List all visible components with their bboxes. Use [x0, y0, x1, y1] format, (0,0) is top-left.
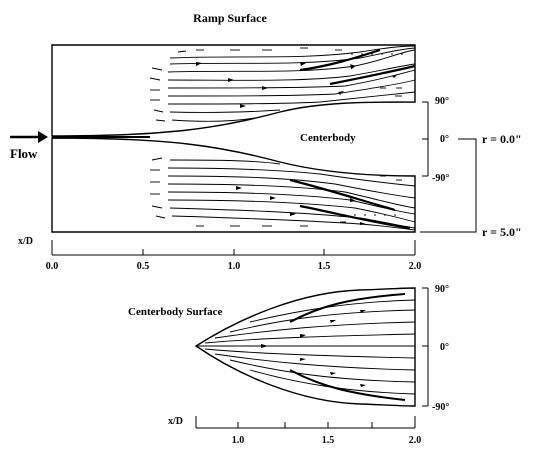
flow-label: Flow	[10, 146, 38, 161]
centerbody-surface-region	[194, 287, 416, 407]
top-xd-label: x/D	[18, 236, 33, 247]
top-tick-3: 1.5	[318, 261, 331, 272]
top-angle-90: 90°	[435, 96, 449, 107]
centerbody-surface-title: Centerbody Surface	[128, 306, 223, 318]
surface-dots	[344, 53, 403, 216]
top-tick-2: 1.0	[228, 261, 241, 272]
upper-flow-arrows	[196, 62, 398, 108]
top-xd-axis	[51, 240, 416, 256]
r-outer-label: r = 5.0"	[482, 225, 522, 239]
top-angle-0: 0°	[440, 134, 449, 145]
bottom-angle-scale	[422, 287, 429, 407]
bottom-tick-1: 1.5	[322, 435, 335, 446]
lower-streamlines	[167, 159, 416, 231]
ramp-surface-title: Ramp Surface	[193, 11, 267, 25]
lower-flow-arrows	[236, 186, 366, 225]
bottom-xd-axis	[195, 416, 416, 429]
centerbody-label: Centerbody	[300, 132, 356, 144]
bottom-angle-0: 0°	[440, 342, 449, 353]
bottom-angle-90: 90°	[435, 284, 449, 295]
top-tick-0: 0.0	[46, 261, 59, 272]
lower-surface-dashes	[150, 157, 402, 227]
bottom-xd-label: x/D	[168, 416, 183, 427]
top-angle-scale	[422, 101, 429, 177]
upper-surface-dashes	[149, 47, 402, 122]
centerbody-streamlines	[196, 293, 416, 401]
flow-indicator: Flow	[10, 131, 48, 161]
top-tick-1: 0.5	[137, 261, 150, 272]
centerbody-flow-arrows	[261, 310, 366, 387]
ramp-lower-region	[51, 137, 416, 233]
upper-streamlines	[167, 45, 416, 122]
top-angle-neg90: -90°	[432, 173, 449, 184]
arrow-right-icon-head	[38, 131, 48, 143]
bottom-tick-2: 2.0	[409, 435, 422, 446]
bottom-angle-neg90: -90°	[432, 402, 449, 413]
ramp-upper-region	[51, 44, 416, 137]
bottom-tick-0: 1.0	[232, 435, 245, 446]
radial-bracket	[420, 138, 477, 233]
r-inner-label: r = 0.0"	[482, 132, 522, 146]
top-tick-4: 2.0	[409, 261, 422, 272]
